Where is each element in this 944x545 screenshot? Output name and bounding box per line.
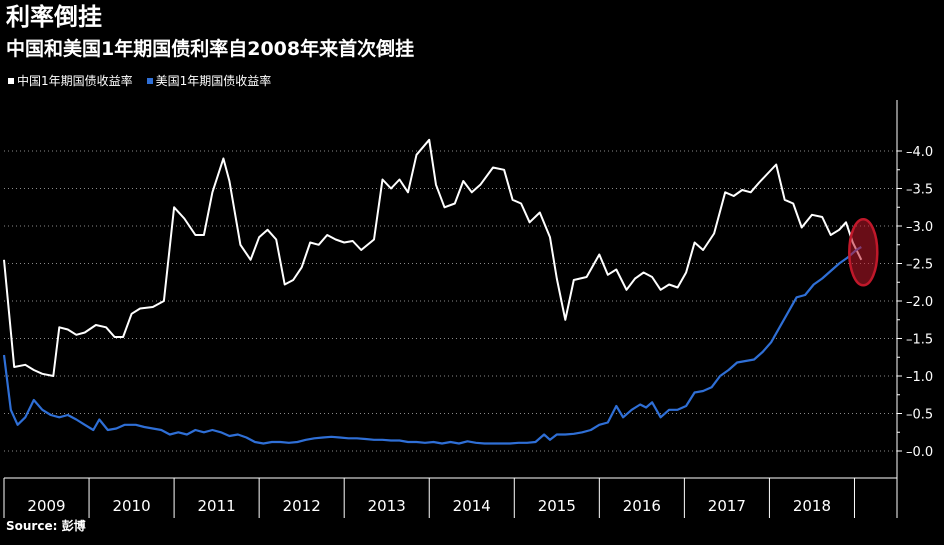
legend-item-us: 美国1年期国债收益率: [146, 72, 272, 89]
legend: 中国1年期国债收益率 美国1年期国债收益率: [8, 72, 271, 89]
highlight-layer: [848, 218, 879, 287]
series-line-china: [3, 138, 863, 377]
series-lines: [2, 138, 863, 445]
series-line-us: [2, 246, 862, 445]
y-tick-label-5: –1.5: [906, 333, 933, 348]
y-tick-label-7: –0.5: [906, 408, 933, 423]
source-note: Source: 彭博: [6, 519, 86, 533]
year-label-2009: 2009: [27, 497, 65, 515]
legend-label-china: 中国1年期国债收益率: [17, 74, 133, 88]
y-tick-label-2: –3.0: [906, 220, 933, 235]
axes: –4.0 –3.5 –3.0 –2.5 –2.0 –1.5 –1.0 –0.5 –0.0 2009…: [3, 100, 933, 518]
y-tick-label-0: –4.0: [906, 145, 933, 160]
year-label-2014: 2014: [453, 497, 491, 515]
inversion-highlight: [848, 218, 879, 287]
year-label-2011: 2011: [198, 497, 236, 515]
y-tick-label-8: –0.0: [906, 445, 933, 460]
year-label-2015: 2015: [538, 497, 576, 515]
y-tick-label-1: –3.5: [906, 183, 933, 198]
year-label-2016: 2016: [623, 497, 661, 515]
legend-label-us: 美国1年期国债收益率: [155, 74, 272, 88]
page-subtitle: 中国和美国1年期国债利率自2008年来首次倒挂: [6, 38, 415, 60]
grid-lines: [4, 150, 897, 452]
y-tick-label-3: –2.5: [906, 258, 933, 273]
year-label-2012: 2012: [283, 497, 321, 515]
y-tick-label-4: –2.0: [906, 295, 933, 310]
year-label-2010: 2010: [112, 497, 150, 515]
legend-item-china: 中国1年期国债收益率: [8, 72, 133, 89]
y-tick-label-6: –1.0: [906, 370, 933, 385]
page-title: 利率倒挂: [6, 3, 102, 31]
legend-swatch-us: [146, 77, 153, 84]
legend-swatch-china: [8, 77, 14, 84]
year-label-2018: 2018: [793, 497, 831, 515]
year-label-2017: 2017: [708, 497, 746, 515]
year-label-2013: 2013: [368, 497, 406, 515]
